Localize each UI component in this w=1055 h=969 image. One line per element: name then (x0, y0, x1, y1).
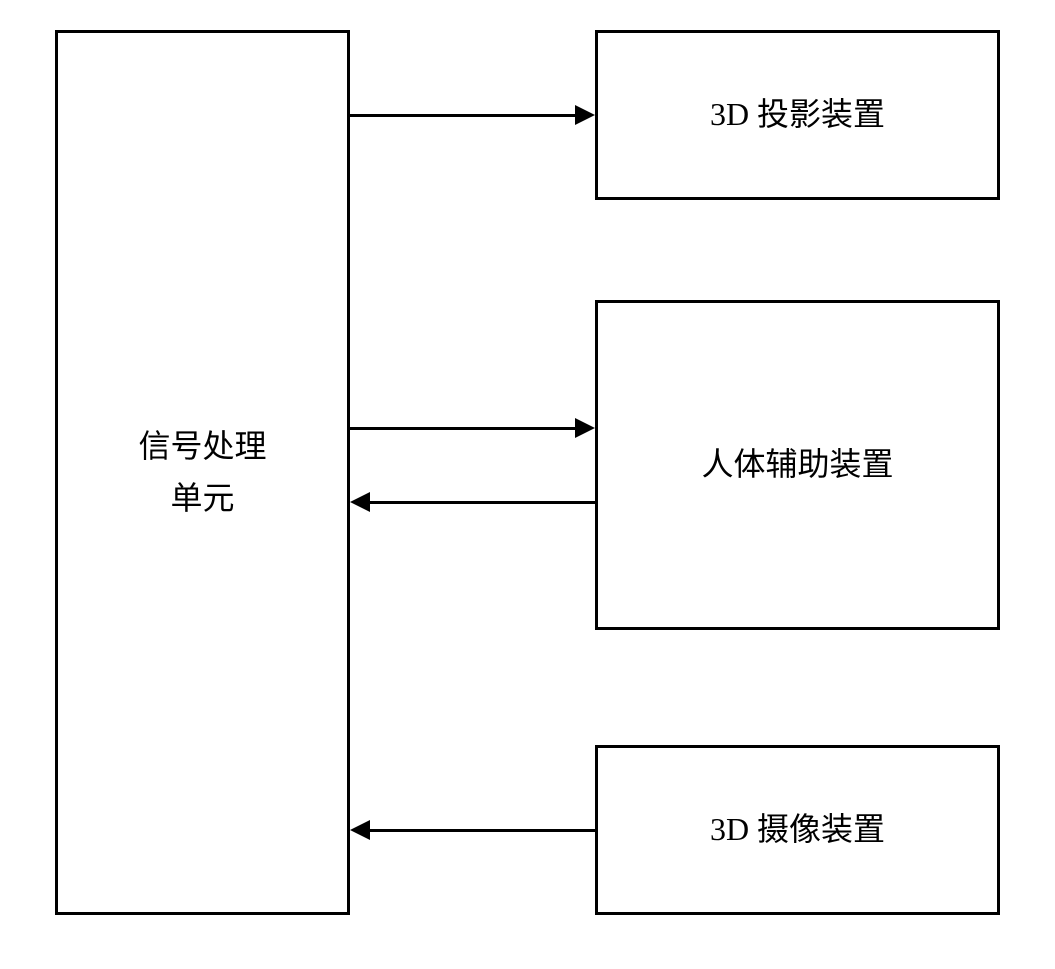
arrow-head-right-icon (575, 105, 595, 125)
arrow-line (350, 114, 575, 117)
node-label: 3D 摄像装置 (710, 804, 885, 855)
node-signal-processing-unit: 信号处理 单元 (55, 30, 350, 915)
node-label: 3D 投影装置 (710, 89, 885, 140)
arrow-head-left-icon (350, 820, 370, 840)
arrow-head-left-icon (350, 492, 370, 512)
node-3d-projection-device: 3D 投影装置 (595, 30, 1000, 200)
node-3d-camera-device: 3D 摄像装置 (595, 745, 1000, 915)
arrow-head-right-icon (575, 418, 595, 438)
arrow-line (370, 501, 595, 504)
node-label: 人体辅助装置 (701, 439, 893, 490)
arrow-line (370, 829, 595, 832)
node-label: 信号处理 单元 (138, 421, 266, 523)
node-human-assist-device: 人体辅助装置 (595, 300, 1000, 630)
arrow-line (350, 427, 575, 430)
